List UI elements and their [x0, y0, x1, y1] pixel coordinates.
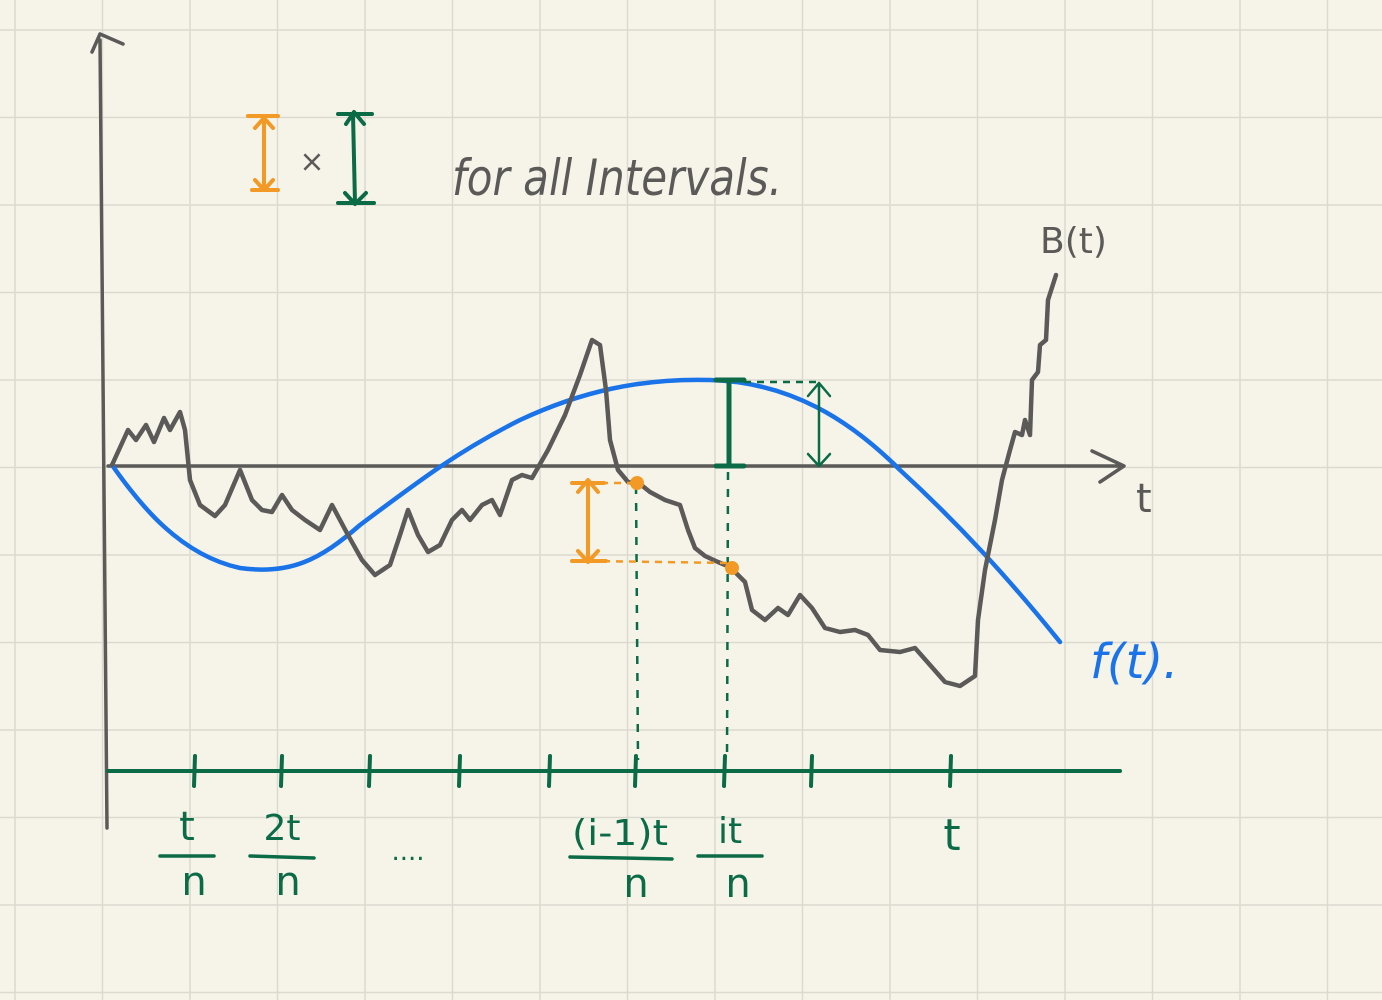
tick-label-i-den: n	[725, 861, 750, 907]
time-tick-6	[633, 754, 638, 788]
orange-point-i-minus-1	[630, 476, 644, 490]
tick-label-i-minus-1-den: n	[623, 861, 648, 907]
orange-increment-bar	[570, 478, 608, 564]
green-interval-icon	[336, 110, 376, 206]
time-tick-8	[809, 754, 814, 788]
times-symbol: ×	[299, 145, 324, 180]
time-tick-2	[279, 754, 284, 788]
time-tick-4	[457, 754, 462, 788]
tick-label-i-minus-1: (i-1)t n	[568, 813, 674, 907]
green-increment-bar	[713, 377, 747, 469]
guide-dashed-i-minus-1	[634, 485, 640, 761]
tick-label-2-den: n	[275, 859, 300, 905]
green-transfer-arrow	[806, 381, 832, 468]
note-for-all-intervals: for all Intervals.	[452, 149, 782, 207]
tick-label-i-minus-1-bar	[568, 855, 674, 861]
tick-label-i: it n	[696, 811, 764, 907]
tick-label-final-t: t	[943, 810, 960, 861]
orange-dashed-bottom	[589, 559, 731, 565]
label-brownian: B(t)	[1040, 221, 1107, 262]
guide-dashed-i	[725, 471, 730, 761]
orange-interval-icon	[246, 114, 280, 192]
time-tick-3	[367, 754, 372, 788]
tick-label-1-den: n	[181, 859, 206, 905]
brownian-path	[109, 272, 1059, 689]
label-function: f(t).	[1090, 634, 1178, 690]
tick-label-i-minus-1-num: (i-1)t	[572, 813, 668, 854]
tick-label-i-num: it	[718, 811, 742, 852]
tick-label-1: t n	[158, 804, 216, 905]
function-curve	[109, 377, 1063, 645]
time-partition-ticks	[192, 754, 953, 788]
orange-point-i	[725, 561, 739, 575]
time-tick-1	[192, 754, 197, 788]
label-time-axis: t	[1136, 476, 1152, 522]
tick-label-2: 2t n	[248, 808, 316, 905]
time-tick-7	[722, 754, 727, 788]
time-tick-5	[547, 754, 552, 788]
time-tick-9	[948, 754, 953, 788]
tick-label-ellipsis: ....	[391, 837, 424, 867]
tick-label-2-num: 2t	[263, 808, 300, 849]
y-axis	[90, 32, 125, 830]
tick-label-2-bar	[248, 854, 316, 860]
tick-label-1-num: t	[179, 804, 195, 850]
